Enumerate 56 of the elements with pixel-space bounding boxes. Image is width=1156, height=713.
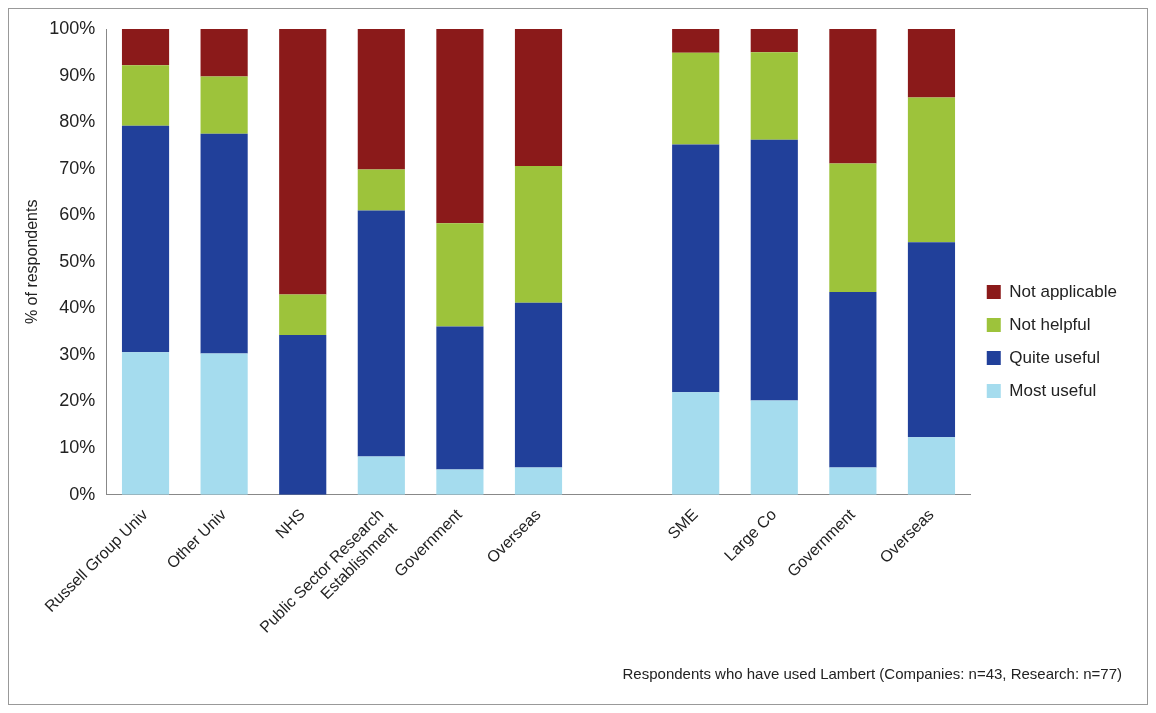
bar <box>829 467 877 495</box>
y-tick-label: 100% <box>49 17 96 38</box>
bar <box>829 29 877 164</box>
bar <box>121 125 170 353</box>
bar <box>514 29 563 166</box>
bar <box>279 29 327 295</box>
bar <box>357 169 405 211</box>
y-tick-label: 70% <box>59 157 96 178</box>
legend-label: Not applicable <box>1009 281 1118 301</box>
legend-label: Quite useful <box>1009 347 1100 367</box>
y-tick-label: 30% <box>59 343 96 364</box>
bar <box>121 29 170 66</box>
bar <box>357 456 405 495</box>
y-tick-label: 10% <box>59 437 96 458</box>
bar <box>829 163 877 293</box>
bar <box>200 76 248 134</box>
bar <box>436 29 484 224</box>
bar <box>907 242 956 438</box>
bar <box>436 223 484 327</box>
bar <box>357 29 405 170</box>
y-tick-label: 40% <box>59 297 96 318</box>
bar <box>750 29 798 53</box>
bar <box>829 292 877 468</box>
bar <box>750 139 798 401</box>
bar <box>436 326 484 470</box>
bar <box>121 352 170 495</box>
bar <box>200 133 248 354</box>
bar <box>672 392 720 495</box>
bar <box>672 29 720 53</box>
y-tick-label: 60% <box>59 204 96 225</box>
bar <box>750 400 798 495</box>
bar <box>279 294 327 335</box>
bar <box>907 29 956 98</box>
bar <box>200 353 248 495</box>
bar <box>279 334 327 495</box>
text: Respondents who have used Lambert (Companies: n=43, Research: n=77) <box>622 665 1122 682</box>
bar <box>200 29 248 77</box>
bar <box>514 467 563 495</box>
bar <box>750 52 798 140</box>
y-tick-label: 80% <box>59 111 96 132</box>
y-tick-label: 50% <box>59 250 96 271</box>
legend-label: Not helpful <box>1009 314 1091 334</box>
bar <box>514 302 563 468</box>
bar <box>357 210 405 457</box>
bar <box>121 65 170 126</box>
y-tick-label: 90% <box>59 64 96 85</box>
bar <box>514 165 563 303</box>
y-tick-label: 0% <box>69 483 96 504</box>
bar <box>907 97 956 243</box>
bar <box>672 52 720 145</box>
bar <box>436 469 484 495</box>
legend-label: Most useful <box>1009 380 1097 400</box>
y-tick-label: 20% <box>59 390 96 411</box>
bar <box>907 437 956 495</box>
y-axis-title: % of respondents <box>23 199 41 325</box>
bar <box>672 144 720 393</box>
